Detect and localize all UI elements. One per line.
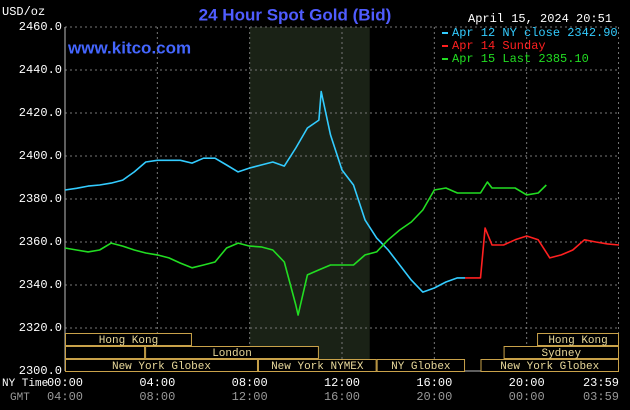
session-box <box>480 359 619 372</box>
session-box <box>145 346 319 359</box>
site-label: www.kitco.com <box>67 38 191 57</box>
session-box <box>65 333 192 346</box>
x-tick-label: 23:59 <box>583 376 619 390</box>
x-tick-label: 20:00 <box>509 376 545 390</box>
y-tick-label: 2400.0 <box>19 149 62 163</box>
session-label: New York NYMEX <box>271 361 364 373</box>
y-tick-label: 2300.0 <box>19 364 62 378</box>
session-label: Hong Kong <box>99 335 158 347</box>
y-tick-label: 2460.0 <box>19 20 62 34</box>
legend-label: Apr 12 NY close 2342.90 <box>452 26 618 40</box>
timestamp: April 15, 2024 20:51 <box>468 12 612 26</box>
legend-label: Apr 14 Sunday <box>452 39 546 53</box>
session-box <box>65 346 146 359</box>
session-box <box>503 346 620 359</box>
session-box <box>65 359 258 372</box>
x2-tick-label: 04:00 <box>47 390 83 404</box>
session-box <box>376 359 466 372</box>
chart-title: 24 Hour Spot Gold (Bid) <box>199 5 392 24</box>
y-axis-label: USD/oz <box>2 5 45 19</box>
y-tick-label: 2440.0 <box>19 63 62 77</box>
session-label: New York Globex <box>500 361 599 373</box>
session-label: Hong Kong <box>548 335 607 347</box>
x-tick-label: 16:00 <box>416 376 452 390</box>
y-tick-label: 2360.0 <box>19 235 62 249</box>
x2-tick-label: 20:00 <box>416 390 452 404</box>
y-tick-label: 2320.0 <box>19 321 62 335</box>
x-tick-label: 00:00 <box>47 376 83 390</box>
y-tick-label: 2420.0 <box>19 106 62 120</box>
x-tick-label: 04:00 <box>139 376 175 390</box>
x2-tick-label: 16:00 <box>324 390 360 404</box>
session-box <box>257 359 377 372</box>
x2-tick-label: 08:00 <box>139 390 175 404</box>
x2-tick-label: 00:00 <box>509 390 545 404</box>
series-line <box>64 181 547 316</box>
x-tick-label: 08:00 <box>232 376 268 390</box>
session-label: London <box>212 348 252 360</box>
x2-axis-label: GMT <box>10 392 30 404</box>
y-tick-label: 2380.0 <box>19 192 62 206</box>
y-tick-label: 2340.0 <box>19 278 62 292</box>
session-label: New York Globex <box>112 361 211 373</box>
legend-label: Apr 15 Last 2385.10 <box>452 52 589 66</box>
x2-tick-label: 12:00 <box>232 390 268 404</box>
session-label: NY Globex <box>391 361 451 373</box>
x2-tick-label: 03:59 <box>583 390 619 404</box>
series-line <box>465 227 620 279</box>
session-label: Sydney <box>541 348 581 360</box>
x-tick-label: 12:00 <box>324 376 360 390</box>
x-axis-label: NY Time <box>2 378 48 390</box>
highlight-band <box>249 27 370 371</box>
series-line <box>64 90 465 293</box>
session-box <box>537 333 619 346</box>
